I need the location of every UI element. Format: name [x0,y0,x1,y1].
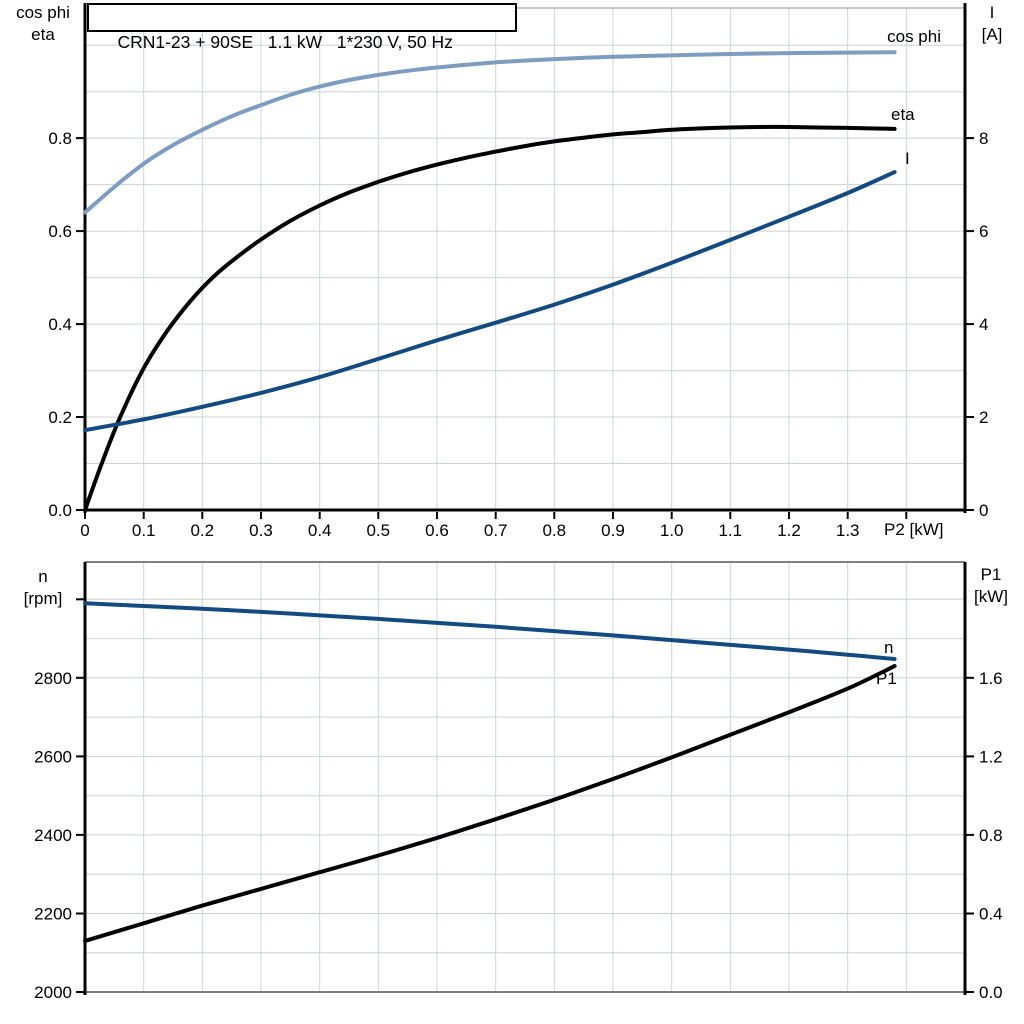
x-axis-tick-label: 1.0 [660,521,684,540]
right-axis-tick-label: 2 [979,408,988,427]
x-axis-tick-label: 1.1 [718,521,742,540]
x-axis-tick-label: 0.8 [542,521,566,540]
right-axis-tick-label: 1.2 [979,747,1003,766]
curve-label-p1: P1 [876,669,897,688]
left-axis-tick-label: 0.4 [48,315,72,334]
bottom-right-axis-title-line1: P1 [980,565,1002,584]
curve-label-i: I [905,149,910,168]
series-n [83,601,897,661]
series-eta [83,124,897,512]
x-axis-tick-label: 0.6 [425,521,449,540]
right-axis-tick-label: 0.8 [979,826,1003,845]
left-axis-tick-label: 0.2 [48,408,72,427]
top-left-axis-title-line1: cos phi [16,3,70,22]
right-axis-tick-label: 0 [979,501,988,520]
x-axis-tick-label: 0.1 [132,521,156,540]
top-right-axis-title-line2: [A] [981,25,1003,44]
left-axis-tick-label: 2000 [34,983,72,1002]
left-axis-tick-label: 2200 [34,905,72,924]
series-p1 [83,664,897,943]
right-axis-tick-label: 0.4 [979,905,1003,924]
bottom-left-axis-title-line1: n [38,567,48,586]
x-axis-unit-label: P2 [kW] [884,520,944,539]
x-axis-tick-label: 1.2 [777,521,801,540]
left-axis-tick-label: 0.6 [48,222,72,241]
x-axis-tick-label: 0.9 [601,521,625,540]
left-axis-tick-label: 0.0 [48,501,72,520]
curve-label-eta: eta [891,105,915,124]
top-right-axis-title: I [A] [962,2,1022,46]
bottom-left-axis-title-line2: [rpm] [23,589,63,608]
right-axis-tick-label: 6 [979,222,988,241]
x-axis-tick-label: 1.3 [836,521,860,540]
left-axis-tick-label: 0.8 [48,129,72,148]
chart-motor-top: 0.0 0.2 0.4 0.6 0.8 0 2 4 6 8 0 0.1 0.2 0.3 0.4 0.5 0.6 0… [48,3,988,540]
x-axis-tick-label: 0.3 [249,521,273,540]
left-axis-tick-label: 2600 [34,747,72,766]
left-axis-tick-label: 2800 [34,669,72,688]
curve-label-cos-phi: cos phi [887,27,941,46]
right-axis-tick-label: 4 [979,315,988,334]
x-axis-tick-label: 0.2 [190,521,214,540]
top-left-axis-title: cos phi eta [0,2,86,46]
left-axis-tick-label: 2400 [34,826,72,845]
series-cos-phi [83,50,897,215]
x-axis-tick-label: 0.4 [308,521,332,540]
bottom-right-axis-title-line2: [kW] [974,587,1008,606]
series-i [83,170,897,433]
top-left-axis-title-line2: eta [31,25,55,44]
chart-title-box: CRN1-23 + 90SE 1.1 kW 1*230 V, 50 Hz [87,3,517,52]
curve-label-n: n [884,638,893,657]
bottom-left-axis-title: n [rpm] [0,566,86,610]
x-axis-tick-label: 0.5 [366,521,390,540]
x-axis-tick-label: 0.7 [484,521,508,540]
chart-motor-bottom: 2000 2200 2400 2600 2800 0.0 0.4 0.8 1.2 1.6 n P1 [34,561,1003,1002]
top-right-axis-title-line1: I [989,3,995,22]
right-axis-tick-label: 0.0 [979,983,1003,1002]
right-axis-tick-label: 1.6 [979,669,1003,688]
right-axis-tick-label: 8 [979,129,988,148]
x-axis-tick-label: 0 [80,521,89,540]
bottom-right-axis-title: P1 [kW] [960,564,1022,608]
chart-title: CRN1-23 + 90SE 1.1 kW 1*230 V, 50 Hz [117,32,453,52]
